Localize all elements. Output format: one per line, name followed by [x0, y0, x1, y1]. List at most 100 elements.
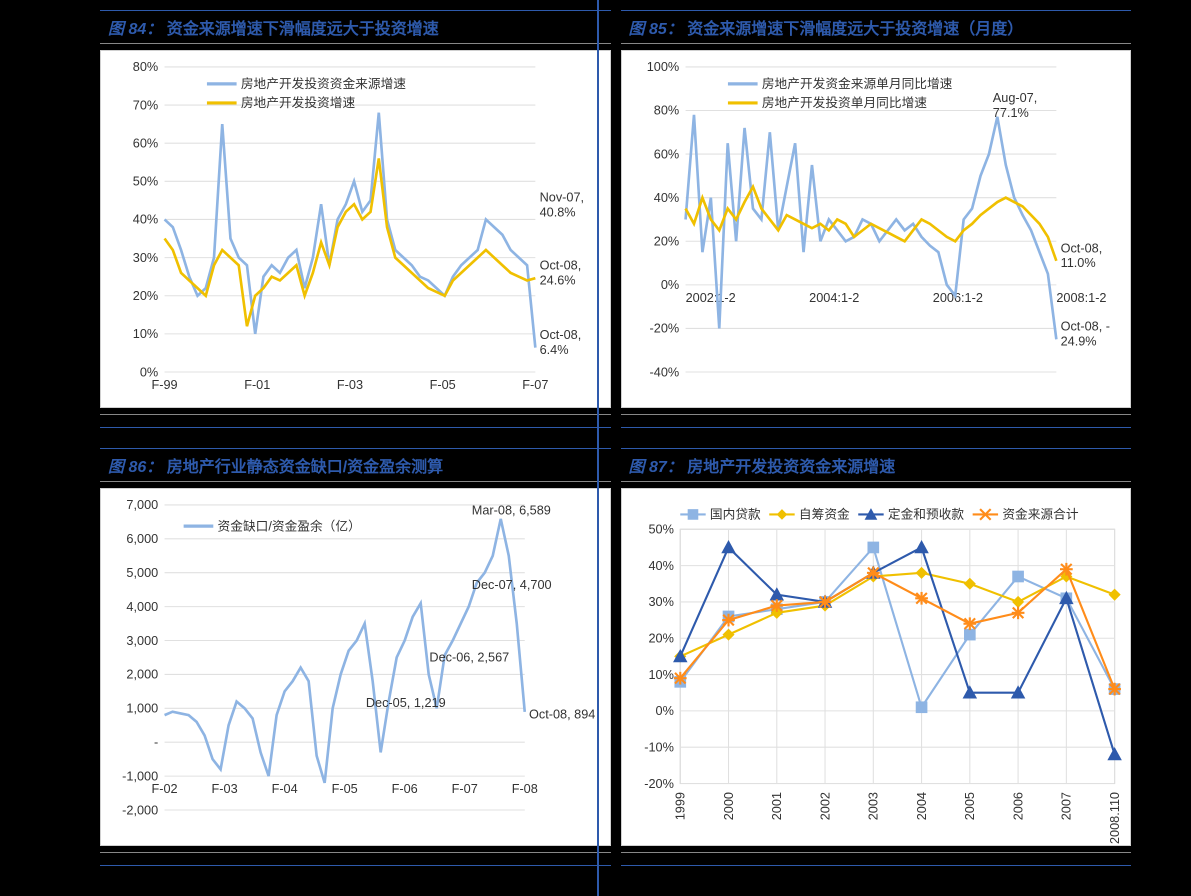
svg-text:1,000: 1,000: [126, 701, 158, 716]
svg-text:资金来源合计: 资金来源合计: [1002, 507, 1079, 522]
svg-text:Oct-08, -: Oct-08, -: [1060, 319, 1109, 334]
svg-text:24.9%: 24.9%: [1060, 333, 1096, 348]
svg-text:Nov-07,: Nov-07,: [540, 190, 584, 205]
title-text: 资金来源增速下滑幅度远大于投资增速: [167, 21, 439, 38]
svg-text:30%: 30%: [133, 250, 158, 265]
svg-text:F-02: F-02: [152, 781, 178, 796]
svg-text:40%: 40%: [648, 558, 673, 573]
svg-text:Oct-08,: Oct-08,: [540, 327, 582, 342]
svg-text:国内贷款: 国内贷款: [709, 507, 760, 522]
svg-text:2000: 2000: [720, 792, 735, 820]
svg-text:F-06: F-06: [392, 781, 418, 796]
svg-text:40.8%: 40.8%: [540, 204, 576, 219]
svg-text:Dec-05, 1,219: Dec-05, 1,219: [366, 695, 446, 710]
svg-text:F-05: F-05: [430, 377, 456, 392]
svg-text:2,000: 2,000: [126, 667, 158, 682]
svg-text:2002:1-2: 2002:1-2: [685, 290, 735, 305]
svg-text:2008.110: 2008.110: [1106, 792, 1121, 844]
chart-86-area: -2,000-1,000-1,0002,0003,0004,0005,0006,…: [100, 488, 611, 846]
svg-text:-2,000: -2,000: [122, 802, 158, 817]
svg-text:自筹资金: 自筹资金: [798, 507, 849, 522]
svg-text:100%: 100%: [646, 59, 679, 74]
svg-text:70%: 70%: [133, 97, 158, 112]
svg-text:资金缺口/资金盈余（亿）: 资金缺口/资金盈余（亿）: [218, 518, 361, 533]
panel-85: 图 85： 资金来源增速下滑幅度远大于投资增速（月度） -40%-20%0%20…: [621, 10, 1132, 428]
title-prefix: 图 87：: [629, 459, 683, 476]
svg-text:30%: 30%: [648, 594, 673, 609]
svg-text:60%: 60%: [133, 135, 158, 150]
svg-text:2008:1-2: 2008:1-2: [1056, 290, 1106, 305]
vertical-separator: [597, 0, 599, 896]
svg-text:2001: 2001: [769, 792, 784, 820]
svg-text:Oct-08,: Oct-08,: [1060, 240, 1102, 255]
svg-text:-20%: -20%: [644, 776, 674, 791]
chart-86-svg: -2,000-1,000-1,0002,0003,0004,0005,0006,…: [101, 489, 610, 845]
svg-text:24.6%: 24.6%: [540, 273, 576, 288]
svg-text:F-04: F-04: [272, 781, 298, 796]
panel-85-title: 图 85： 资金来源增速下滑幅度远大于投资增速（月度）: [621, 10, 1132, 44]
panel-84-title: 图 84： 资金来源增速下滑幅度远大于投资增速: [100, 10, 611, 44]
svg-text:Oct-08, 894: Oct-08, 894: [529, 706, 595, 721]
svg-text:5,000: 5,000: [126, 565, 158, 580]
panel-87-footer: [621, 852, 1132, 866]
panel-86-title: 图 86： 房地产行业静态资金缺口/资金盈余测算: [100, 448, 611, 482]
svg-text:2003: 2003: [865, 792, 880, 820]
svg-text:77.1%: 77.1%: [992, 105, 1028, 120]
svg-text:4,000: 4,000: [126, 599, 158, 614]
svg-text:3,000: 3,000: [126, 633, 158, 648]
svg-text:11.0%: 11.0%: [1060, 255, 1095, 270]
svg-text:F-01: F-01: [244, 377, 270, 392]
svg-text:10%: 10%: [648, 667, 673, 682]
svg-text:2004:1-2: 2004:1-2: [809, 290, 859, 305]
svg-text:F-99: F-99: [152, 377, 178, 392]
svg-text:40%: 40%: [653, 190, 678, 205]
svg-text:6,000: 6,000: [126, 531, 158, 546]
svg-text:50%: 50%: [133, 174, 158, 189]
svg-text:F-03: F-03: [337, 377, 363, 392]
svg-text:房地产开发资金来源单月同比增速: 房地产开发资金来源单月同比增速: [761, 76, 952, 91]
svg-text:10%: 10%: [133, 326, 158, 341]
svg-text:-: -: [154, 734, 158, 749]
svg-text:50%: 50%: [648, 522, 673, 537]
svg-text:F-07: F-07: [522, 377, 548, 392]
svg-text:F-03: F-03: [212, 781, 238, 796]
panel-87-title: 图 87： 房地产开发投资资金来源增速: [621, 448, 1132, 482]
svg-text:1999: 1999: [672, 792, 687, 820]
svg-text:0%: 0%: [655, 703, 673, 718]
chart-85-area: -40%-20%0%20%40%60%80%100%2002:1-22004:1…: [621, 50, 1132, 408]
title-prefix: 图 85：: [629, 21, 683, 38]
svg-text:F-07: F-07: [452, 781, 478, 796]
svg-text:-40%: -40%: [649, 364, 679, 379]
svg-text:-10%: -10%: [644, 739, 674, 754]
svg-text:定金和预收款: 定金和预收款: [887, 507, 964, 522]
svg-text:Dec-06, 2,567: Dec-06, 2,567: [429, 650, 509, 665]
svg-text:房地产开发投资单月同比增速: 房地产开发投资单月同比增速: [761, 95, 926, 110]
svg-text:F-08: F-08: [512, 781, 538, 796]
chart-84-svg: 0%10%20%30%40%50%60%70%80%F-99F-01F-03F-…: [101, 51, 610, 407]
svg-text:80%: 80%: [653, 103, 678, 118]
svg-text:2005: 2005: [962, 792, 977, 820]
svg-text:Dec-07, 4,700: Dec-07, 4,700: [472, 577, 552, 592]
svg-text:2004: 2004: [913, 792, 928, 820]
panel-84-footer: [100, 414, 611, 428]
chart-87-area: -20% -10% 0% 10% 20% 30% 40% 50% 1999 2000 2001 200…: [621, 488, 1132, 846]
svg-text:房地产开发投资增速: 房地产开发投资增速: [241, 95, 356, 110]
svg-text:20%: 20%: [648, 630, 673, 645]
chart-grid: 图 84： 资金来源增速下滑幅度远大于投资增速 0% 10% 20% 30% 40% 50…: [0, 0, 1191, 896]
svg-text:Aug-07,: Aug-07,: [992, 90, 1037, 105]
svg-text:Mar-08, 6,589: Mar-08, 6,589: [472, 503, 551, 518]
svg-text:0%: 0%: [660, 277, 678, 292]
title-text: 资金来源增速下滑幅度远大于投资增速（月度）: [687, 21, 1023, 38]
svg-text:房地产开发投资资金来源增速: 房地产开发投资资金来源增速: [241, 76, 406, 91]
svg-text:F-05: F-05: [332, 781, 358, 796]
svg-text:40%: 40%: [133, 212, 158, 227]
svg-text:20%: 20%: [653, 233, 678, 248]
title-text: 房地产行业静态资金缺口/资金盈余测算: [167, 459, 443, 476]
svg-text:80%: 80%: [133, 59, 158, 74]
panel-87: 图 87： 房地产开发投资资金来源增速 -20% -10% 0% 10% 20% 30% 4…: [621, 448, 1132, 866]
panel-86: 图 86： 房地产行业静态资金缺口/资金盈余测算 -2,000-1,000-1,…: [100, 448, 611, 866]
svg-text:2006: 2006: [1010, 792, 1025, 820]
title-prefix: 图 84：: [108, 21, 162, 38]
title-text: 房地产开发投资资金来源增速: [687, 459, 895, 476]
svg-text:6.4%: 6.4%: [540, 342, 569, 357]
